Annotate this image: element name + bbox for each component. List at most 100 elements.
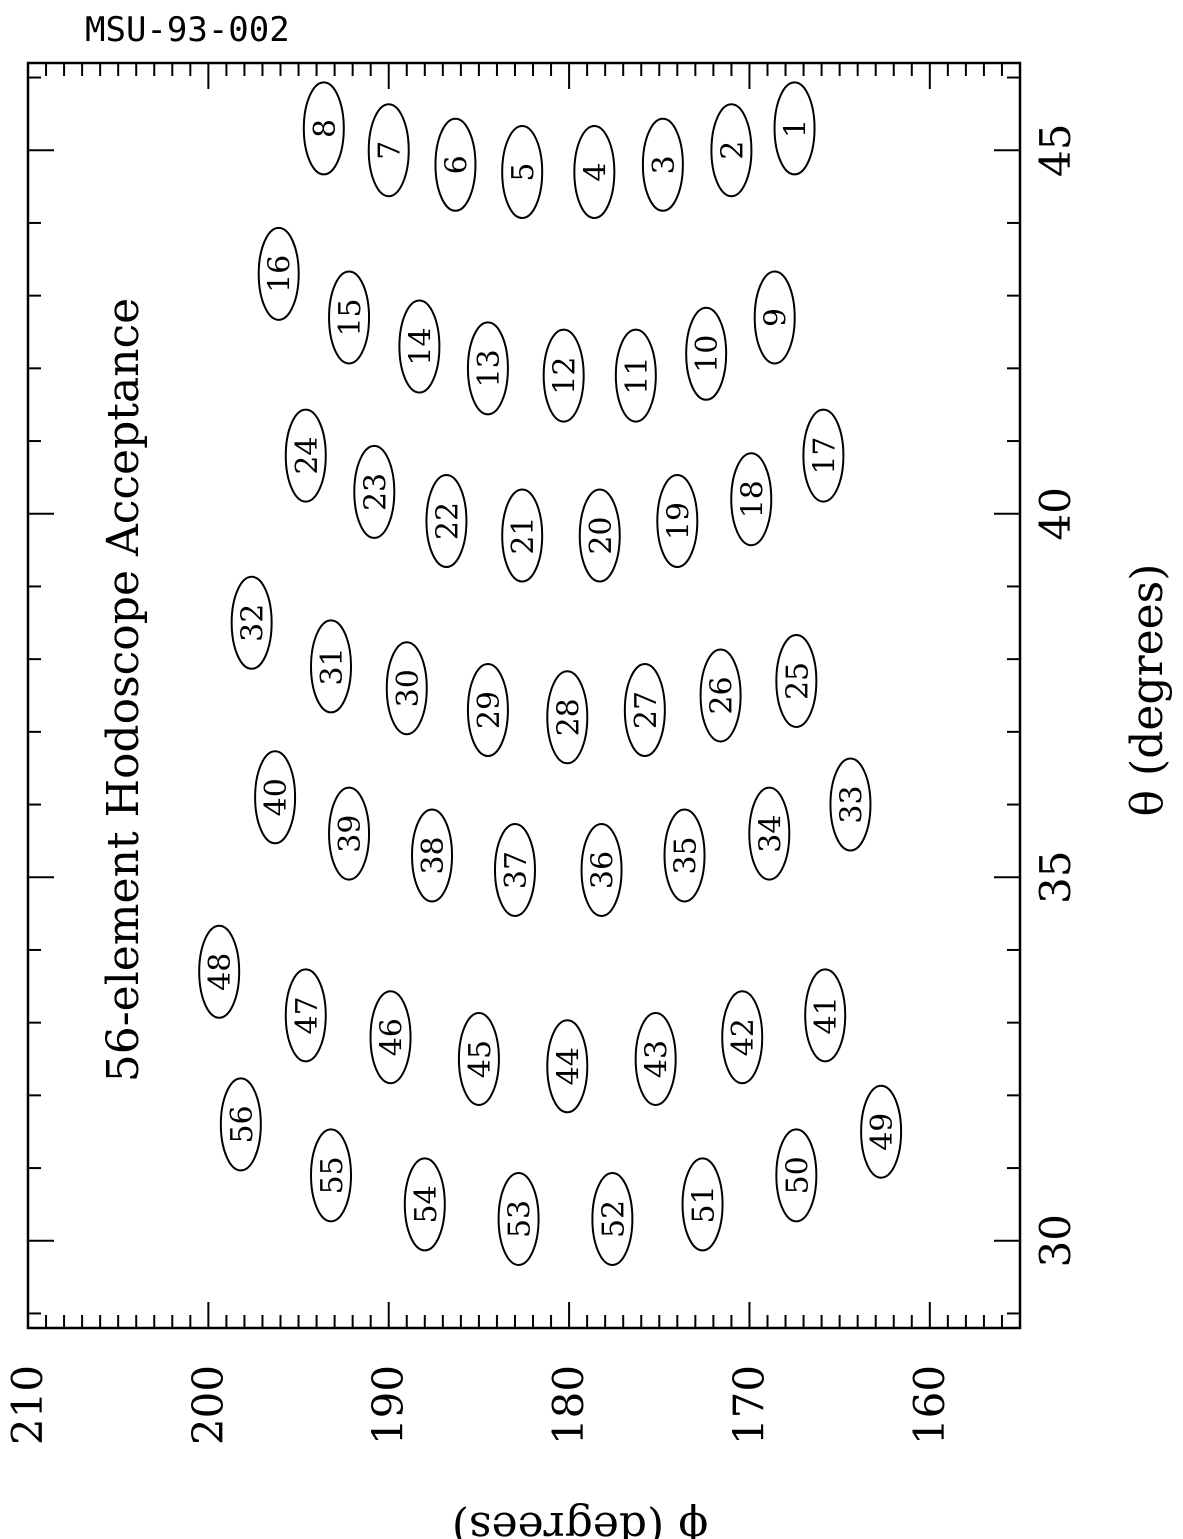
hodoscope-elements: 1234567891011121314151617181920212223242… (198, 81, 903, 1266)
hodoscope-element: 17 (802, 408, 845, 503)
element-ellipse (398, 299, 441, 394)
element-label: 25 (780, 662, 815, 700)
element-label: 33 (834, 785, 869, 823)
element-label: 4 (578, 163, 613, 182)
hodoscope-element: 13 (466, 321, 509, 416)
element-ellipse (457, 1012, 500, 1107)
hodoscope-element: 3 (641, 117, 684, 212)
element-ellipse (710, 103, 753, 198)
hodoscope-element: 26 (699, 648, 742, 743)
hodoscope-element: 24 (284, 408, 327, 503)
hodoscope-element: 29 (466, 663, 509, 758)
element-label: 27 (629, 691, 664, 729)
element-ellipse (591, 1171, 634, 1266)
element-label: 14 (403, 327, 438, 365)
element-label: 18 (735, 480, 770, 518)
element-ellipse (328, 270, 371, 365)
element-label: 40 (259, 778, 294, 816)
element-label: 56 (225, 1105, 260, 1143)
element-ellipse (681, 1157, 724, 1252)
element-ellipse (614, 328, 657, 423)
element-label: 15 (333, 298, 368, 336)
element-ellipse (367, 103, 410, 198)
element-ellipse (284, 408, 327, 503)
hodoscope-element: 27 (623, 663, 666, 758)
hodoscope-element: 48 (198, 924, 241, 1019)
element-ellipse (411, 808, 454, 903)
element-label: 2 (715, 141, 750, 160)
hodoscope-element: 14 (398, 299, 441, 394)
element-label: 32 (236, 604, 271, 642)
element-label: 50 (780, 1156, 815, 1194)
element-label: 53 (503, 1200, 538, 1238)
hodoscope-element: 53 (497, 1171, 540, 1266)
element-label: 37 (499, 851, 534, 889)
phi-tick-label: 180 (544, 1365, 593, 1445)
element-ellipse (230, 575, 273, 670)
element-label: 21 (506, 516, 541, 554)
hodoscope-element: 41 (804, 968, 847, 1063)
hodoscope-element: 54 (403, 1157, 446, 1252)
element-ellipse (773, 81, 816, 176)
element-ellipse (353, 444, 396, 539)
element-ellipse (493, 822, 536, 917)
hodoscope-element: 35 (663, 808, 706, 903)
hodoscope-element: 36 (580, 822, 623, 917)
element-ellipse (775, 633, 818, 728)
element-ellipse (310, 619, 353, 714)
hodoscope-element: 15 (328, 270, 371, 365)
element-ellipse (369, 990, 412, 1085)
hodoscope-element: 19 (656, 474, 699, 569)
element-ellipse (775, 1128, 818, 1223)
phi-tick-label: 190 (364, 1365, 413, 1445)
hodoscope-element: 50 (775, 1128, 818, 1223)
element-label: 12 (548, 357, 583, 395)
element-ellipse (542, 328, 585, 423)
element-label: 19 (661, 502, 696, 540)
theta-tick-label: 45 (1031, 124, 1080, 177)
element-ellipse (302, 81, 345, 176)
hodoscope-element: 21 (501, 488, 544, 583)
element-label: 30 (391, 669, 426, 707)
element-label: 49 (865, 1113, 900, 1151)
hodoscope-element: 12 (542, 328, 585, 423)
hodoscope-element: 6 (434, 117, 477, 212)
hodoscope-element: 32 (230, 575, 273, 670)
element-ellipse (860, 1084, 903, 1179)
element-label: 34 (753, 815, 788, 853)
hodoscope-element: 49 (860, 1084, 903, 1179)
phi-tick-label: 170 (724, 1365, 773, 1445)
hodoscope-element: 45 (457, 1012, 500, 1107)
element-ellipse (685, 306, 728, 401)
element-label: 54 (409, 1185, 444, 1223)
element-label: 5 (506, 163, 541, 182)
hodoscope-element: 55 (310, 1128, 353, 1223)
hodoscope-element: 4 (573, 125, 616, 220)
hodoscope-element: 8 (302, 81, 345, 176)
hodoscope-element: 2 (710, 103, 753, 198)
theta-tick-label: 40 (1031, 487, 1080, 540)
element-label: 38 (416, 836, 451, 874)
hodoscope-element: 22 (425, 474, 468, 569)
hodoscope-element: 20 (578, 488, 621, 583)
element-ellipse (748, 786, 791, 881)
element-label: 43 (640, 1040, 675, 1078)
element-ellipse (254, 750, 297, 845)
element-label: 47 (290, 996, 325, 1034)
element-ellipse (580, 822, 623, 917)
element-label: 9 (759, 308, 794, 327)
element-ellipse (328, 786, 371, 881)
hodoscope-element: 39 (328, 786, 371, 881)
element-label: 39 (333, 815, 368, 853)
element-label: 16 (263, 255, 298, 293)
element-ellipse (829, 757, 872, 852)
element-ellipse (403, 1157, 446, 1252)
element-ellipse (699, 648, 742, 743)
phi-tick-label: 200 (183, 1365, 232, 1445)
chart-title: 56-element Hodoscope Acceptance (98, 298, 149, 1082)
hodoscope-element: 52 (591, 1171, 634, 1266)
hodoscope-element: 44 (546, 1019, 589, 1114)
element-ellipse (434, 117, 477, 212)
element-label: 24 (290, 436, 325, 474)
